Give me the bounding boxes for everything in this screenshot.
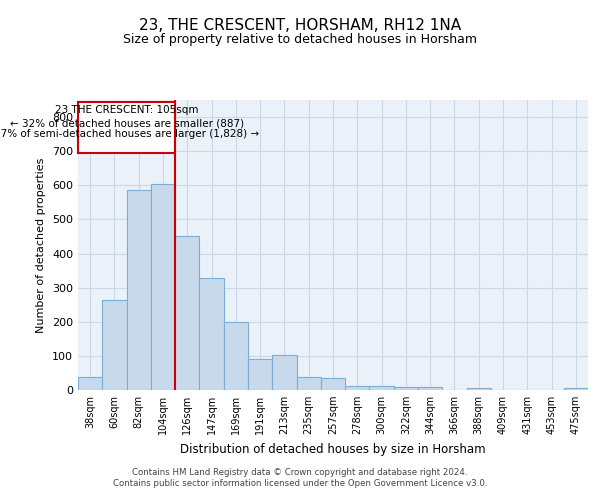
Bar bbox=[467, 388, 491, 390]
Bar bbox=[78, 377, 102, 390]
Y-axis label: Number of detached properties: Number of detached properties bbox=[37, 158, 46, 332]
Bar bbox=[199, 278, 224, 390]
Text: 23, THE CRESCENT, HORSHAM, RH12 1NA: 23, THE CRESCENT, HORSHAM, RH12 1NA bbox=[139, 18, 461, 32]
Bar bbox=[102, 300, 127, 390]
Bar bbox=[151, 184, 175, 390]
Bar bbox=[370, 386, 394, 390]
Bar bbox=[78, 102, 175, 153]
Bar bbox=[175, 236, 199, 390]
Bar bbox=[394, 386, 418, 390]
X-axis label: Distribution of detached houses by size in Horsham: Distribution of detached houses by size … bbox=[180, 442, 486, 456]
Text: Contains HM Land Registry data © Crown copyright and database right 2024.
Contai: Contains HM Land Registry data © Crown c… bbox=[113, 468, 487, 487]
Text: 67% of semi-detached houses are larger (1,828) →: 67% of semi-detached houses are larger (… bbox=[0, 129, 259, 139]
Text: 23 THE CRESCENT: 105sqm: 23 THE CRESCENT: 105sqm bbox=[55, 105, 199, 115]
Bar bbox=[418, 388, 442, 390]
Bar bbox=[564, 388, 588, 390]
Bar bbox=[321, 378, 345, 390]
Bar bbox=[127, 190, 151, 390]
Text: ← 32% of detached houses are smaller (887): ← 32% of detached houses are smaller (88… bbox=[10, 119, 244, 129]
Bar bbox=[248, 358, 272, 390]
Bar bbox=[224, 322, 248, 390]
Text: Size of property relative to detached houses in Horsham: Size of property relative to detached ho… bbox=[123, 32, 477, 46]
Bar bbox=[272, 355, 296, 390]
Bar bbox=[345, 386, 370, 390]
Bar bbox=[296, 377, 321, 390]
